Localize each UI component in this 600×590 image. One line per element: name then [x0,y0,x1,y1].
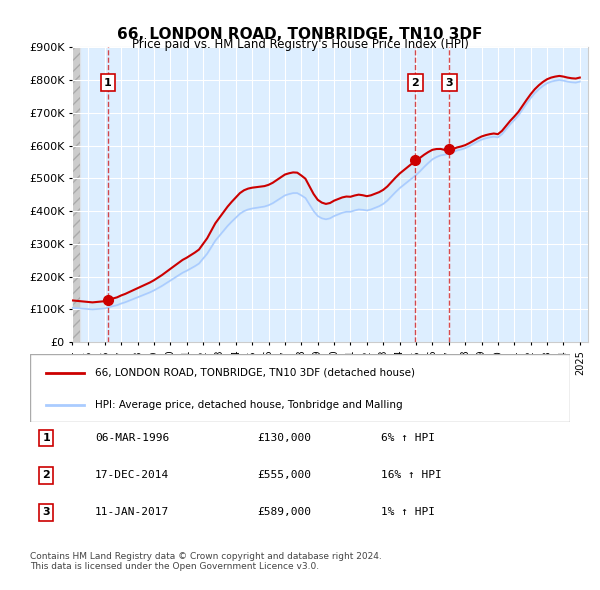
Text: 2: 2 [412,78,419,87]
Text: HPI: Average price, detached house, Tonbridge and Malling: HPI: Average price, detached house, Tonb… [95,400,403,410]
66, LONDON ROAD, TONBRIDGE, TN10 3DF (detached house) [511,113,518,120]
HPI: Average price, detached house, Tonbridge and Malling: (2.02e+03, 6.78e+05): Average price, detached house, Tonbridge… [511,116,518,123]
Text: £130,000: £130,000 [257,433,311,443]
HPI: Average price, detached house, Tonbridge and Malling: (2.01e+03, 4.45e+05): Average price, detached house, Tonbridge… [388,193,395,200]
66, LONDON ROAD, TONBRIDGE, TN10 3DF (detached house) [68,297,76,304]
66, LONDON ROAD, TONBRIDGE, TN10 3DF (detached house) [556,73,563,80]
Text: 06-MAR-1996: 06-MAR-1996 [95,433,169,443]
Text: £589,000: £589,000 [257,507,311,517]
66, LONDON ROAD, TONBRIDGE, TN10 3DF (detached house) [203,235,211,242]
Text: £555,000: £555,000 [257,470,311,480]
66, LONDON ROAD, TONBRIDGE, TN10 3DF (detached house) [548,74,555,81]
Text: 3: 3 [446,78,453,87]
Bar [72,47,80,342]
66, LONDON ROAD, TONBRIDGE, TN10 3DF (detached house) [576,74,583,81]
Text: 3: 3 [43,507,50,517]
HPI: Average price, detached house, Tonbridge and Malling: (2e+03, 1e+05): Average price, detached house, Tonbridge… [89,306,96,313]
Text: 1: 1 [43,433,50,443]
HPI: Average price, detached house, Tonbridge and Malling: (2.02e+03, 7.95e+05): Average price, detached house, Tonbridge… [548,78,555,85]
Text: 16% ↑ HPI: 16% ↑ HPI [381,470,442,480]
HPI: Average price, detached house, Tonbridge and Malling: (2.02e+03, 6.35e+05): Average price, detached house, Tonbridge… [499,130,506,137]
HPI: Average price, detached house, Tonbridge and Malling: (2.02e+03, 7.95e+05): Average price, detached house, Tonbridge… [576,78,583,85]
Text: 66, LONDON ROAD, TONBRIDGE, TN10 3DF: 66, LONDON ROAD, TONBRIDGE, TN10 3DF [118,27,482,41]
HPI: Average price, detached house, Tonbridge and Malling: (1.99e+03, 1.05e+05): Average price, detached house, Tonbridge… [68,304,76,312]
66, LONDON ROAD, TONBRIDGE, TN10 3DF (detached house) [388,179,395,186]
HPI: Average price, detached house, Tonbridge and Malling: (2e+03, 2.32e+05): Average price, detached house, Tonbridge… [191,263,199,270]
Text: 17-DEC-2014: 17-DEC-2014 [95,470,169,480]
FancyBboxPatch shape [30,354,570,422]
Bar [72,47,80,342]
HPI: Average price, detached house, Tonbridge and Malling: (2e+03, 2.7e+05): Average price, detached house, Tonbridge… [203,250,211,257]
Text: 1% ↑ HPI: 1% ↑ HPI [381,507,435,517]
66, LONDON ROAD, TONBRIDGE, TN10 3DF (detached house) [89,299,96,306]
Text: Contains HM Land Registry data © Crown copyright and database right 2024.
This d: Contains HM Land Registry data © Crown c… [30,552,382,571]
Text: 1: 1 [104,78,112,87]
Line: HPI: Average price, detached house, Tonbridge and Malling: HPI: Average price, detached house, Tonb… [72,80,580,309]
Text: Price paid vs. HM Land Registry's House Price Index (HPI): Price paid vs. HM Land Registry's House … [131,38,469,51]
Text: 2: 2 [43,470,50,480]
66, LONDON ROAD, TONBRIDGE, TN10 3DF (detached house) [499,127,506,135]
66, LONDON ROAD, TONBRIDGE, TN10 3DF (detached house) [191,249,199,256]
HPI: Average price, detached house, Tonbridge and Malling: (2.02e+03, 8e+05): Average price, detached house, Tonbridge… [556,77,563,84]
Text: 6% ↑ HPI: 6% ↑ HPI [381,433,435,443]
Text: 66, LONDON ROAD, TONBRIDGE, TN10 3DF (detached house): 66, LONDON ROAD, TONBRIDGE, TN10 3DF (de… [95,368,415,378]
Text: 11-JAN-2017: 11-JAN-2017 [95,507,169,517]
Line: 66, LONDON ROAD, TONBRIDGE, TN10 3DF (detached house): 66, LONDON ROAD, TONBRIDGE, TN10 3DF (de… [72,76,580,303]
